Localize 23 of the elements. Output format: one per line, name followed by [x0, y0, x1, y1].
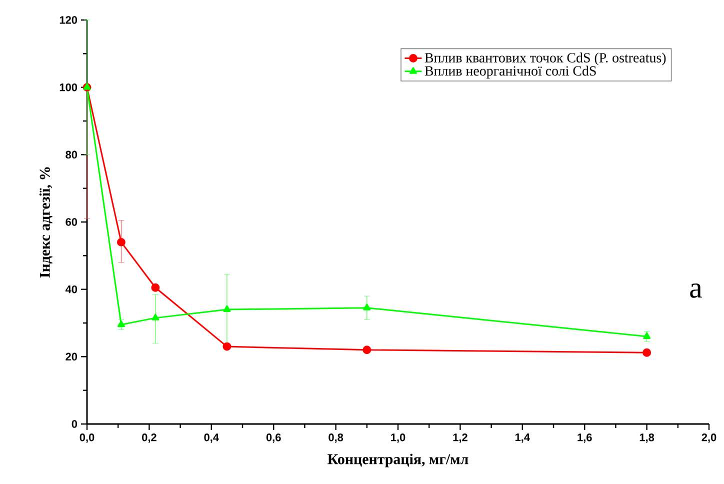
annotation: а: [690, 284, 702, 298]
x-tick-label: 1,6: [578, 434, 592, 443]
y-tick-label: 60: [66, 218, 78, 226]
x-tick-label: 1,8: [640, 434, 654, 443]
x-tick-label: 0,0: [80, 434, 94, 443]
x-tick-label: 0,2: [142, 434, 156, 443]
y-tick-label: 20: [66, 352, 78, 361]
x-tick-label: 1,0: [391, 434, 406, 443]
y-tick-label: 0: [72, 420, 78, 428]
x-tick-label: 1,4: [515, 434, 530, 443]
legend-label: Вплив квантових точок CdS (P. ostreatus): [424, 52, 666, 66]
legend-label: Вплив неорганічної солі CdS: [424, 66, 596, 78]
y-tick-label: 80: [66, 150, 78, 159]
y-axis-title: Індекс адгезії, %: [39, 167, 52, 278]
x-tick-label: 0,6: [266, 434, 281, 443]
x-tick-label: 0,8: [328, 434, 344, 443]
x-axis-title: Концентрація, мг/мл: [328, 454, 468, 468]
x-tick-label: 0,4: [204, 434, 219, 443]
y-tick-label: 40: [65, 285, 78, 294]
y-tick-label: 100: [60, 83, 78, 92]
x-tick-label: 2,0: [702, 434, 716, 443]
x-tick-label: 1,2: [453, 434, 468, 443]
y-tick-label: 120: [60, 16, 78, 24]
